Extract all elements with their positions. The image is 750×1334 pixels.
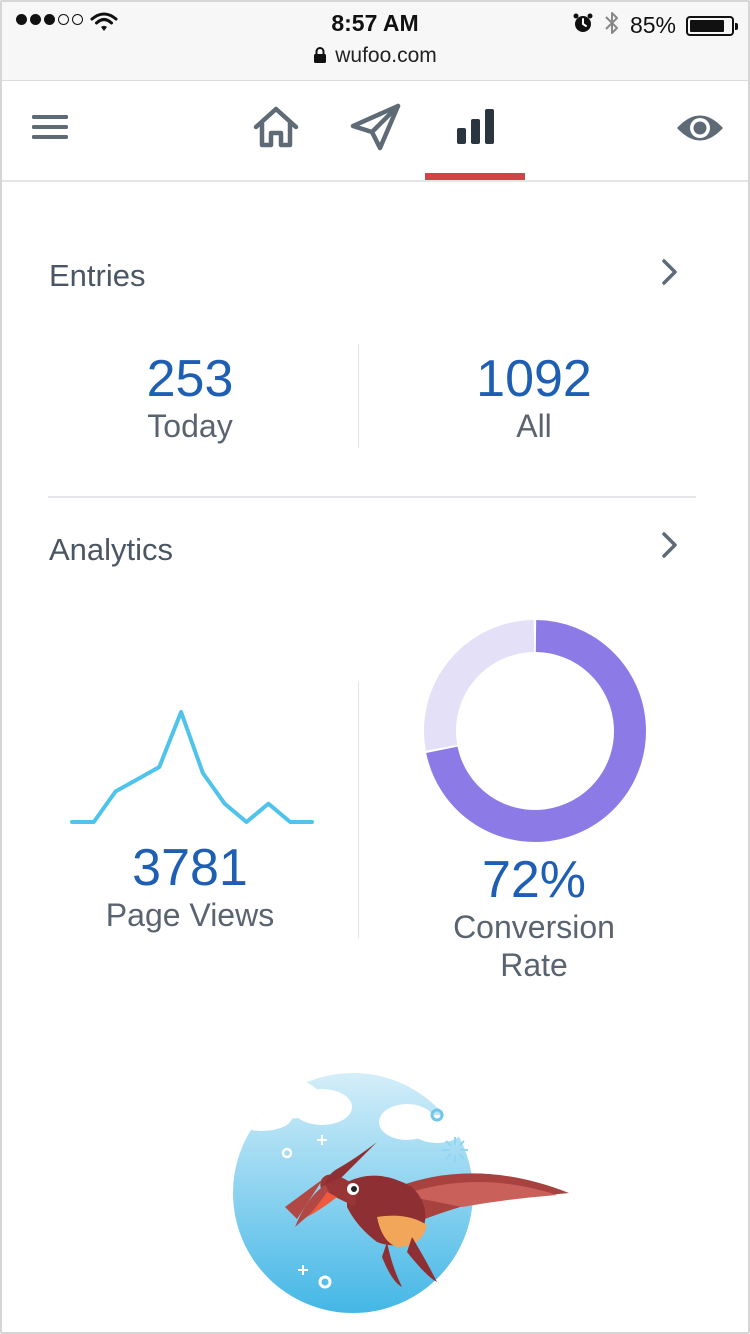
chevron-right-icon (660, 259, 680, 291)
eye-icon (675, 111, 725, 150)
alarm-icon (572, 12, 594, 39)
clock-time: 8:57 AM (331, 10, 419, 36)
analytics-title: Analytics (49, 532, 174, 567)
chevron-right-icon (660, 532, 680, 564)
entries-all-value: 1092 (476, 350, 592, 408)
menu-icon (32, 113, 68, 146)
entries-today-value: 253 (146, 350, 234, 408)
remainder-arc (424, 620, 535, 751)
conversion-rate-stat[interactable]: 72% Conversion Rate (384, 854, 684, 985)
battery-percentage: 85% (629, 12, 676, 38)
analytics-divider (358, 682, 359, 938)
lock-icon (313, 46, 327, 70)
status-bar: 8:57 AM 85% (2, 2, 748, 81)
preview-button[interactable] (672, 105, 728, 155)
section-divider (48, 496, 696, 498)
conversion-rate-value: 72% (481, 851, 587, 909)
wifi-icon (90, 11, 118, 38)
signal-dot (30, 14, 41, 25)
page-views-value: 3781 (132, 839, 248, 897)
signal-dot (58, 14, 69, 25)
tab-bar (2, 81, 748, 182)
page-views-stat[interactable]: 3781 Page Views (40, 842, 340, 934)
entries-divider (358, 344, 359, 448)
signal-dot (72, 14, 83, 25)
bluetooth-icon (604, 10, 620, 41)
entries-today-stat[interactable]: 253 Today (40, 353, 340, 445)
page-views-sparkline (70, 710, 314, 824)
pterodactyl-illustration (233, 1073, 569, 1313)
conversion-rate-label-line1: Conversion (453, 909, 615, 945)
entries-all-label: All (516, 408, 552, 444)
analytics-chevron-button[interactable] (660, 530, 680, 565)
entries-today-label: Today (147, 408, 233, 444)
menu-button[interactable] (28, 107, 72, 151)
conversion-donut-chart (424, 620, 646, 842)
tab-home[interactable] (248, 101, 304, 157)
signal-strength-icon (16, 14, 83, 25)
page-views-label: Page Views (105, 897, 275, 933)
tab-reports[interactable] (448, 101, 504, 157)
entries-chevron-button[interactable] (660, 257, 680, 292)
tab-share[interactable] (348, 101, 404, 157)
battery-icon (686, 15, 738, 36)
page-views-line (70, 710, 314, 824)
conversion-rate-label-line2: Rate (500, 947, 568, 984)
send-icon (350, 102, 402, 157)
address-bar[interactable]: wufoo.com (2, 44, 748, 70)
bar-chart-icon (456, 108, 496, 151)
conversion-arc (426, 620, 646, 842)
entries-title: Entries (49, 258, 146, 293)
signal-dot (44, 14, 55, 25)
signal-dot (16, 14, 27, 25)
home-icon (252, 105, 300, 154)
entries-all-stat[interactable]: 1092 All (384, 353, 684, 445)
url-text: wufoo.com (335, 44, 437, 67)
active-tab-indicator (425, 173, 525, 180)
